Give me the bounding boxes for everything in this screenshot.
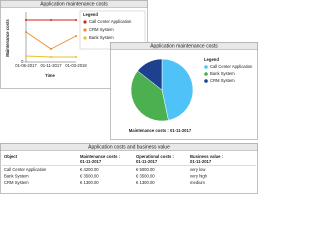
legend-title: Legend — [83, 12, 98, 17]
column-header: Maintenance costs : — [80, 154, 120, 159]
column-header-date: 01-11-2017 — [80, 159, 102, 164]
page: Application maintenance costs Maintenanc… — [0, 0, 258, 194]
point — [75, 19, 77, 21]
point — [50, 19, 52, 21]
table-panel-header — [0, 143, 258, 151]
column-header: Business value : — [190, 154, 223, 159]
y-axis-label: Maintenance costs — [5, 19, 10, 57]
column-header: Operational costs : — [136, 154, 174, 159]
pie-slice — [137, 58, 163, 91]
pie-slice — [161, 58, 194, 121]
point — [75, 35, 77, 37]
point — [50, 48, 52, 50]
x-tick-label: 01-11-2017 — [40, 63, 62, 68]
pie-slice — [130, 70, 169, 122]
pie-caption: Maintenance costs : 01-11-2017 — [129, 128, 192, 133]
legend-swatch — [204, 65, 208, 69]
point — [25, 19, 27, 21]
point — [75, 56, 77, 58]
table-cell: € 5000.00 — [136, 167, 155, 172]
point — [25, 31, 27, 33]
column-header: Object — [4, 154, 18, 159]
legend-swatch — [83, 28, 87, 32]
legend-swatch — [204, 79, 208, 83]
legend-label: CRM System — [210, 78, 235, 83]
dashboard: Application maintenance costs Maintenanc… — [0, 0, 258, 194]
legend-label: Call Center Application — [210, 64, 253, 69]
line-title: Application maintenance costs — [40, 2, 108, 8]
column-header-date: 01-11-2017 — [190, 159, 212, 164]
table-cell: medium — [190, 180, 205, 185]
column-header-date: 01-11-2017 — [136, 159, 158, 164]
table-cell: Call Center Application — [4, 167, 47, 172]
table-cell: € 1300.00 — [136, 180, 155, 185]
legend-label: Bank System — [89, 35, 114, 40]
legend-swatch — [83, 20, 87, 24]
table-cell: very high — [190, 174, 208, 179]
table-cell: € 3500.00 — [80, 174, 99, 179]
pie-title: Application maintenance costs — [150, 44, 218, 50]
legend-title: Legend — [204, 57, 219, 62]
y-tick-label: 0 — [21, 59, 24, 64]
point — [50, 56, 52, 58]
table-title: Application costs and business value — [88, 145, 170, 151]
table-cell: very low — [190, 167, 206, 172]
line-panel-header — [0, 0, 148, 8]
legend-label: Call Center Application — [89, 19, 132, 24]
x-tick-label: 01-06-2017 — [15, 63, 37, 68]
legend-swatch — [204, 72, 208, 76]
legend-swatch — [83, 36, 87, 40]
table-cell: CRM System — [4, 180, 29, 185]
point — [25, 55, 27, 57]
table-cell: € 4200.00 — [80, 167, 99, 172]
pie-panel-header — [110, 42, 258, 50]
x-tick-label: 01-03-2018 — [65, 63, 87, 68]
table-cell: € 3500.00 — [136, 174, 155, 179]
table-cell: Bank System — [4, 174, 29, 179]
table-cell: € 1300.00 — [80, 180, 99, 185]
legend-label: CRM System — [89, 27, 114, 32]
legend-label: Bank System — [210, 71, 235, 76]
x-axis-label: Time — [45, 73, 55, 78]
table-panel — [0, 143, 258, 194]
